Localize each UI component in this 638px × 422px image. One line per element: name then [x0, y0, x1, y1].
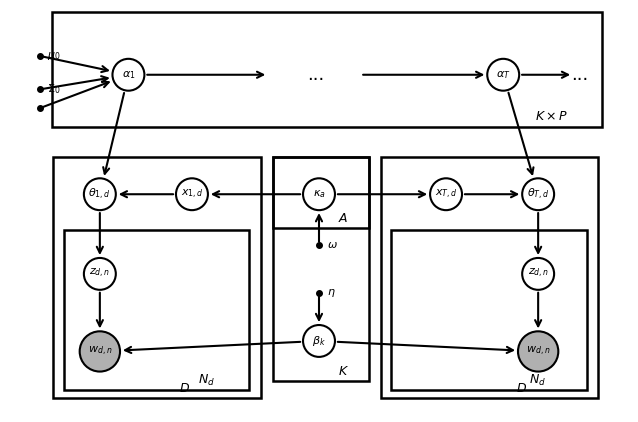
Ellipse shape: [176, 179, 208, 210]
Ellipse shape: [112, 59, 144, 91]
Text: $K$: $K$: [338, 365, 349, 378]
Ellipse shape: [303, 325, 335, 357]
Bar: [52, 12, 602, 127]
Bar: [54, 157, 260, 398]
Text: $\theta_{1,d}$: $\theta_{1,d}$: [89, 187, 111, 202]
Ellipse shape: [487, 59, 519, 91]
Text: $w_{d,n}$: $w_{d,n}$: [526, 345, 551, 358]
Text: ...: ...: [571, 66, 588, 84]
Ellipse shape: [430, 179, 462, 210]
Bar: [64, 230, 249, 390]
Text: $x_{1,d}$: $x_{1,d}$: [181, 188, 204, 201]
Text: $K \times P$: $K \times P$: [535, 110, 568, 123]
Text: $D$: $D$: [179, 381, 190, 395]
Ellipse shape: [84, 179, 116, 210]
Ellipse shape: [518, 331, 558, 371]
Text: $\eta$: $\eta$: [327, 287, 336, 299]
Text: ...: ...: [308, 66, 325, 84]
Text: $A$: $A$: [338, 212, 348, 225]
Text: $\mu_0$: $\mu_0$: [47, 50, 61, 62]
Text: $w_{d,n}$: $w_{d,n}$: [87, 345, 112, 358]
Text: $z_{d,n}$: $z_{d,n}$: [528, 267, 549, 281]
Text: $D$: $D$: [516, 381, 527, 395]
Text: $z_{d,n}$: $z_{d,n}$: [89, 267, 110, 281]
Bar: [381, 157, 598, 398]
Text: $\alpha_1$: $\alpha_1$: [122, 69, 135, 81]
Text: $\beta_k$: $\beta_k$: [312, 334, 326, 348]
Ellipse shape: [522, 179, 554, 210]
Ellipse shape: [84, 258, 116, 290]
Text: $\omega$: $\omega$: [327, 240, 338, 249]
Text: $\alpha_T$: $\alpha_T$: [496, 69, 510, 81]
Text: $\Sigma_0$: $\Sigma_0$: [47, 83, 61, 96]
Text: $N_d$: $N_d$: [198, 373, 215, 388]
Text: $\theta_{T,d}$: $\theta_{T,d}$: [527, 187, 549, 202]
Ellipse shape: [80, 331, 120, 371]
Ellipse shape: [303, 179, 335, 210]
Text: $\kappa_a$: $\kappa_a$: [313, 188, 325, 200]
Ellipse shape: [522, 258, 554, 290]
Text: $x_{T,d}$: $x_{T,d}$: [434, 188, 457, 201]
Bar: [391, 230, 587, 390]
Bar: [272, 157, 369, 228]
Text: $N_d$: $N_d$: [529, 373, 545, 388]
Bar: [272, 157, 369, 381]
